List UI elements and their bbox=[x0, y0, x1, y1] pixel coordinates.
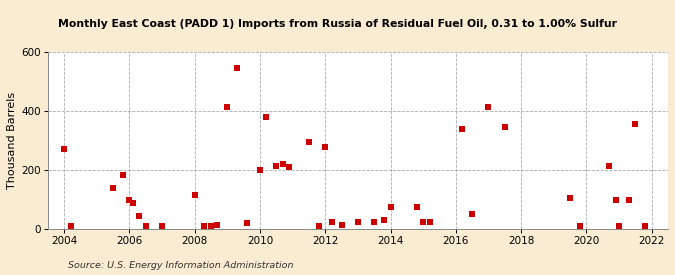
Point bbox=[271, 164, 281, 168]
Point bbox=[457, 127, 468, 131]
Point bbox=[425, 219, 435, 224]
Point bbox=[117, 172, 128, 177]
Point bbox=[610, 197, 621, 202]
Point bbox=[604, 164, 615, 168]
Point bbox=[65, 224, 76, 228]
Point bbox=[134, 214, 144, 218]
Point bbox=[140, 224, 151, 228]
Point bbox=[385, 205, 396, 209]
Point bbox=[614, 224, 624, 228]
Point bbox=[199, 224, 210, 228]
Point bbox=[205, 224, 216, 228]
Point bbox=[418, 219, 429, 224]
Point bbox=[379, 218, 389, 222]
Point bbox=[222, 104, 233, 109]
Point bbox=[189, 193, 200, 197]
Point bbox=[277, 162, 288, 166]
Point bbox=[411, 205, 422, 209]
Text: Monthly East Coast (PADD 1) Imports from Russia of Residual Fuel Oil, 0.31 to 1.: Monthly East Coast (PADD 1) Imports from… bbox=[58, 19, 617, 29]
Point bbox=[313, 224, 324, 228]
Point bbox=[336, 222, 347, 227]
Point bbox=[212, 222, 223, 227]
Point bbox=[304, 140, 315, 144]
Point bbox=[624, 197, 634, 202]
Point bbox=[574, 224, 585, 228]
Y-axis label: Thousand Barrels: Thousand Barrels bbox=[7, 92, 17, 189]
Point bbox=[640, 224, 651, 228]
Text: Source: U.S. Energy Information Administration: Source: U.S. Energy Information Administ… bbox=[68, 260, 293, 270]
Point bbox=[242, 221, 252, 226]
Point bbox=[500, 125, 510, 130]
Point bbox=[127, 200, 138, 205]
Point bbox=[630, 122, 641, 127]
Point bbox=[232, 66, 242, 71]
Point bbox=[483, 104, 494, 109]
Point bbox=[124, 197, 135, 202]
Point bbox=[107, 186, 118, 190]
Point bbox=[157, 224, 167, 228]
Point bbox=[261, 115, 272, 119]
Point bbox=[59, 147, 70, 152]
Point bbox=[320, 144, 331, 149]
Point bbox=[284, 165, 295, 169]
Point bbox=[565, 196, 576, 200]
Point bbox=[369, 219, 379, 224]
Point bbox=[352, 219, 363, 224]
Point bbox=[466, 212, 477, 217]
Point bbox=[326, 219, 337, 224]
Point bbox=[254, 168, 265, 172]
